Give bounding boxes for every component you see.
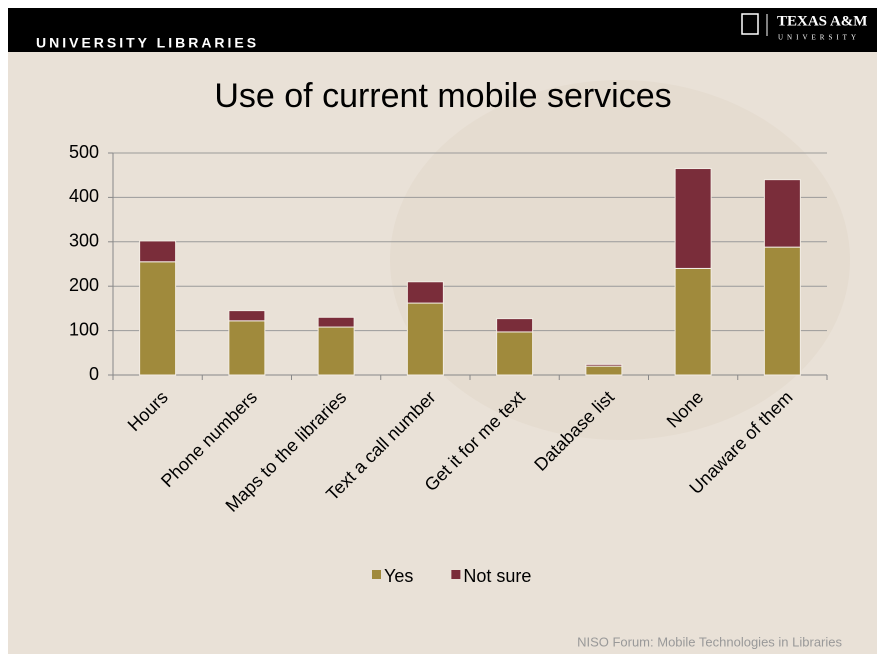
chart-title: Use of current mobile services [214,77,671,115]
bar-segment [496,331,534,376]
logo-subtext: UNIVERSITY [778,34,860,42]
footer: NISO Forum: Mobile Technologies in Libra… [577,634,842,649]
bar-segment [228,320,266,376]
header-band [8,8,877,52]
legend-swatch [372,570,381,579]
bar-segment [317,326,355,376]
bar-segment [139,261,177,376]
bar-segment [763,179,801,248]
bar-segment [406,302,444,376]
legend-swatch [451,570,461,579]
bar-segment [674,267,712,376]
legend-label: Not sure [463,566,531,586]
y-tick-label: 300 [69,231,99,251]
header-unit: UNIVERSITY LIBRARIES [36,35,259,51]
bar-segment [674,168,712,269]
bar-segment [763,246,801,376]
y-tick-label: 500 [69,142,99,162]
bar-segment [496,318,534,333]
legend-label: Yes [384,566,413,586]
y-tick-label: 100 [69,319,99,339]
y-tick-label: 400 [69,186,99,206]
bar-segment [585,365,623,376]
bar-segment [139,240,177,263]
bar-segment [406,281,444,304]
y-tick-label: 200 [69,275,99,295]
bar-segment [228,310,266,322]
logo-mark [741,13,759,35]
bar-segment [585,363,623,367]
bar-segment [317,316,355,328]
y-tick-label: 0 [89,364,99,384]
logo-text: TEXAS A&M [777,13,867,29]
